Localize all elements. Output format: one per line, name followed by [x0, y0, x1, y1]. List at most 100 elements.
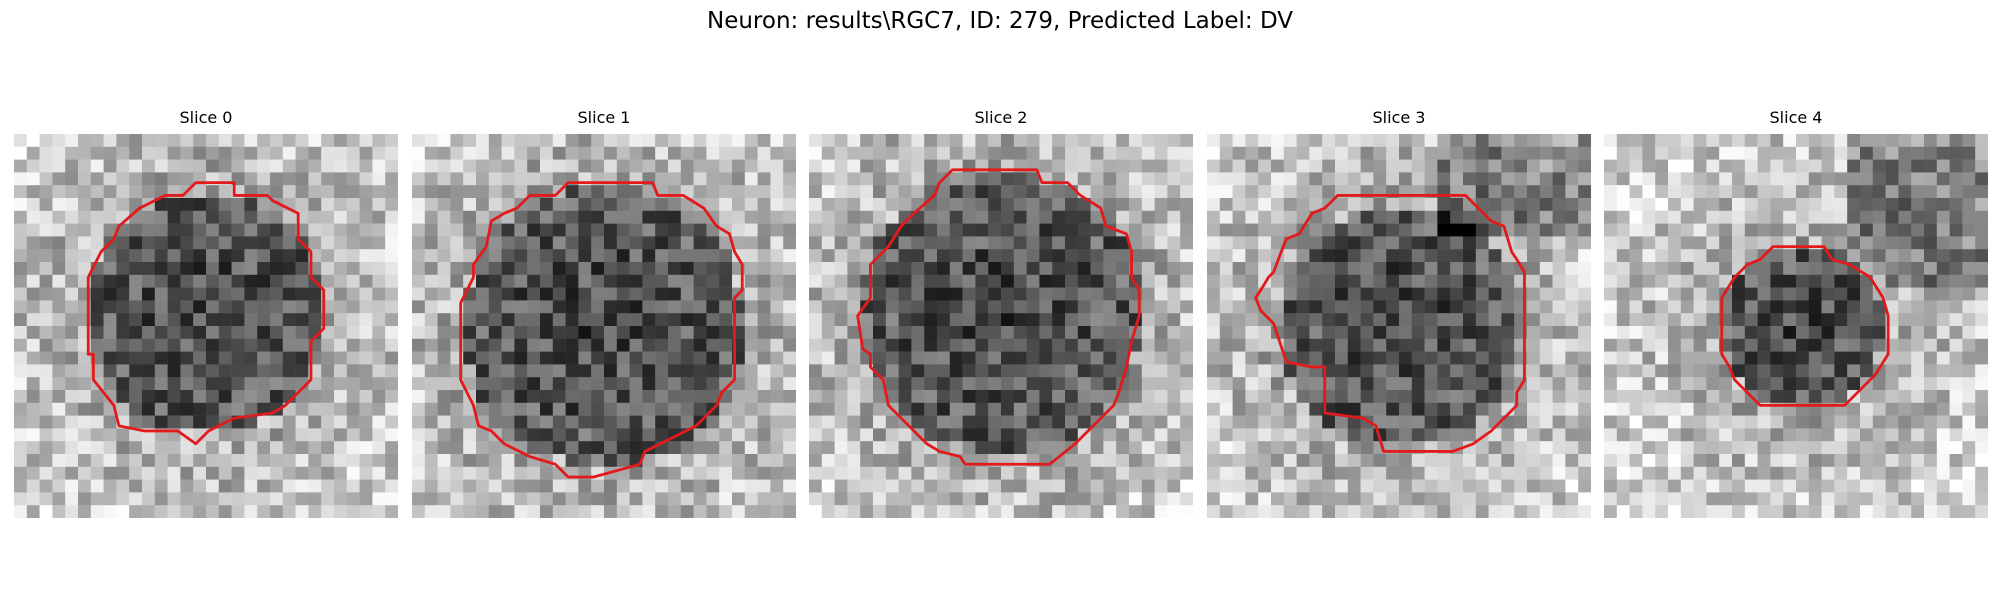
image-pixel: [1167, 172, 1181, 186]
image-pixel: [1539, 441, 1553, 455]
image-pixel: [1834, 505, 1848, 518]
image-pixel: [1232, 402, 1246, 416]
image-pixel: [1604, 428, 1618, 442]
image-pixel: [424, 287, 438, 301]
image-pixel: [1539, 454, 1553, 468]
image-pixel: [1360, 338, 1374, 352]
image-pixel: [975, 146, 989, 160]
image-pixel: [1296, 402, 1310, 416]
image-pixel: [116, 287, 130, 301]
image-pixel: [257, 287, 271, 301]
image-pixel: [385, 415, 398, 429]
image-pixel: [1501, 198, 1515, 212]
image-pixel: [359, 402, 373, 416]
image-pixel: [1026, 415, 1040, 429]
image-pixel: [1783, 377, 1797, 391]
image-pixel: [488, 338, 502, 352]
image-pixel: [1616, 364, 1630, 378]
image-pixel: [552, 351, 566, 365]
image-pixel: [1578, 146, 1591, 160]
image-pixel: [244, 210, 258, 224]
image-pixel: [1154, 223, 1168, 237]
image-pixel: [359, 300, 373, 314]
image-pixel: [1693, 223, 1707, 237]
image-pixel: [809, 351, 823, 365]
image-pixel: [770, 287, 784, 301]
image-pixel: [372, 364, 386, 378]
image-pixel: [693, 262, 707, 276]
image-pixel: [885, 415, 899, 429]
image-pixel: [1463, 454, 1477, 468]
image-pixel: [1744, 402, 1758, 416]
image-pixel: [103, 441, 117, 455]
image-pixel: [1322, 441, 1336, 455]
image-pixel: [116, 249, 130, 263]
image-pixel: [1962, 364, 1976, 378]
image-pixel: [783, 390, 796, 404]
image-pixel: [873, 274, 887, 288]
image-pixel: [1296, 479, 1310, 493]
image-pixel: [783, 326, 796, 340]
image-pixel: [1975, 505, 1988, 518]
image-pixel: [604, 223, 618, 237]
image-pixel: [1437, 134, 1451, 148]
image-pixel: [1732, 479, 1746, 493]
image-pixel: [1373, 274, 1387, 288]
image-pixel: [1360, 249, 1374, 263]
image-pixel: [244, 287, 258, 301]
image-pixel: [1399, 146, 1413, 160]
image-pixel: [668, 466, 682, 480]
image-pixel: [1411, 351, 1425, 365]
image-pixel: [1655, 185, 1669, 199]
image-pixel: [476, 159, 490, 173]
image-pixel: [1949, 287, 1963, 301]
image-pixel: [1962, 262, 1976, 276]
image-pixel: [1424, 300, 1438, 314]
image-pixel: [642, 134, 656, 148]
image-pixel: [540, 313, 554, 327]
image-pixel: [642, 287, 656, 301]
image-pixel: [1347, 454, 1361, 468]
image-pixel: [680, 505, 694, 518]
image-pixel: [1706, 351, 1720, 365]
image-pixel: [1232, 262, 1246, 276]
image-pixel: [988, 377, 1002, 391]
image-pixel: [193, 287, 207, 301]
image-pixel: [591, 159, 605, 173]
image-pixel: [1604, 146, 1618, 160]
image-pixel: [346, 300, 360, 314]
image-pixel: [334, 198, 348, 212]
image-pixel: [1077, 505, 1091, 518]
image-pixel: [1501, 274, 1515, 288]
image-pixel: [1872, 159, 1886, 173]
image-pixel: [1077, 454, 1091, 468]
image-pixel: [321, 492, 335, 506]
image-pixel: [873, 236, 887, 250]
image-pixel: [1770, 287, 1784, 301]
image-pixel: [372, 249, 386, 263]
image-pixel: [270, 441, 284, 455]
image-pixel: [1335, 415, 1349, 429]
image-pixel: [809, 390, 823, 404]
image-pixel: [1860, 223, 1874, 237]
image-pixel: [1039, 428, 1053, 442]
image-pixel: [501, 172, 515, 186]
image-pixel: [1693, 300, 1707, 314]
image-pixel: [668, 210, 682, 224]
image-pixel: [1322, 287, 1336, 301]
image-pixel: [412, 146, 426, 160]
image-pixel: [1450, 198, 1464, 212]
image-pixel: [937, 492, 951, 506]
image-pixel: [476, 479, 490, 493]
image-pixel: [334, 210, 348, 224]
image-pixel: [975, 505, 989, 518]
image-pixel: [385, 274, 398, 288]
image-pixel: [463, 210, 477, 224]
image-pixel: [552, 492, 566, 506]
image-pixel: [744, 172, 758, 186]
image-pixel: [218, 274, 232, 288]
image-pixel: [1975, 377, 1988, 391]
image-pixel: [282, 223, 296, 237]
image-pixel: [1680, 402, 1694, 416]
image-pixel: [809, 441, 823, 455]
